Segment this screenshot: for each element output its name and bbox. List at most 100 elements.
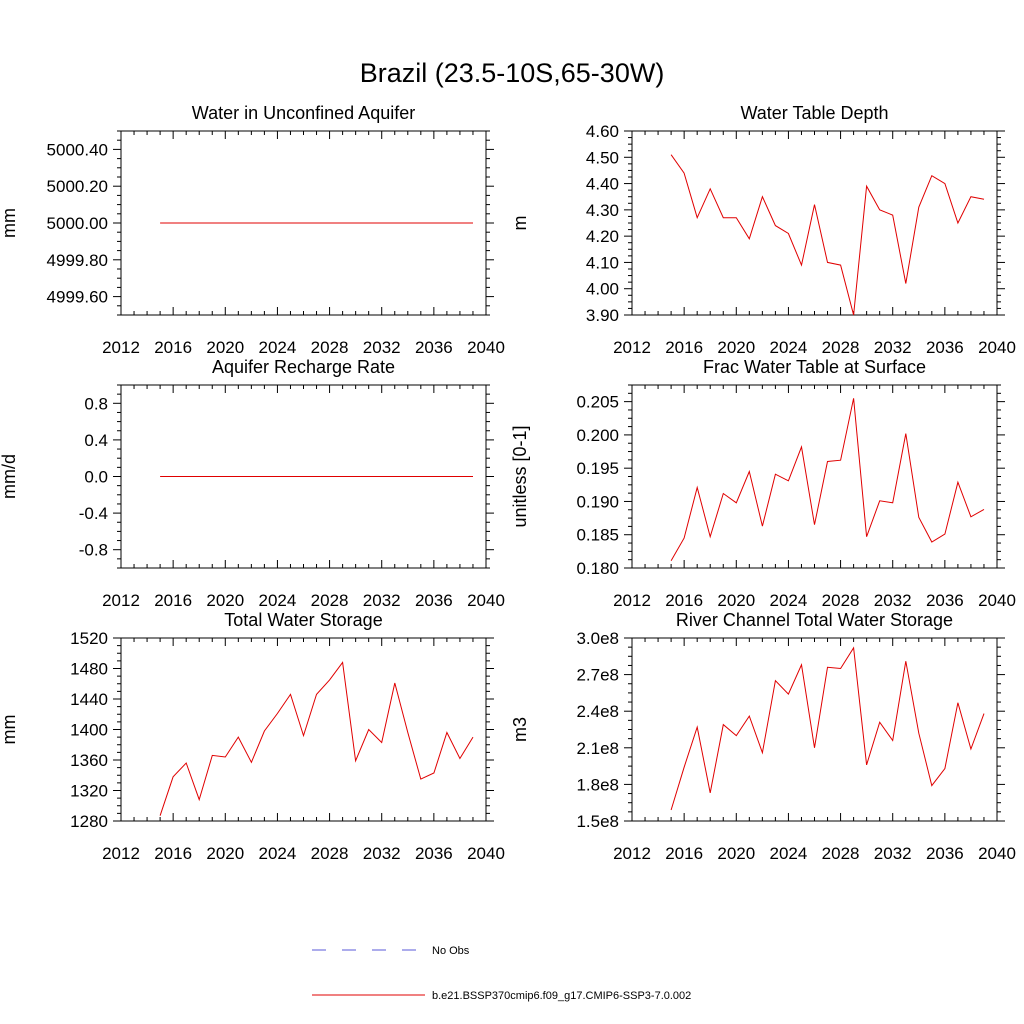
y-tick-label: 4.60 <box>586 122 619 141</box>
panel-water-in-unconfined-aquifer: Water in Unconfined Aquifer mm 2012 2016 202… <box>0 103 505 357</box>
y-tick-label: 1480 <box>70 660 108 679</box>
y-tick-label: 5000.20 <box>47 177 108 196</box>
y-tick-label: -0.4 <box>79 504 108 523</box>
x-tick-label: 2028 <box>311 844 349 863</box>
chart-title: Aquifer Recharge Rate <box>212 357 395 377</box>
legend-label-model: b.e21.BSSP370cmip6.f09_g17.CMIP6-SSP3-7.… <box>432 990 691 1002</box>
chart-panels: Water in Unconfined Aquifer mm 2012 2016 202… <box>0 103 1016 863</box>
y-tick-label: 2.4e8 <box>576 702 619 721</box>
y-tick-label: 0.200 <box>576 426 619 445</box>
plot-frame <box>120 637 487 822</box>
x-tick-label: 2020 <box>206 338 244 357</box>
y-tick-label: 4.00 <box>586 280 619 299</box>
x-tick-label: 2012 <box>613 591 651 610</box>
series-line <box>670 398 985 561</box>
x-tick-label: 2040 <box>978 844 1016 863</box>
x-tick-label: 2028 <box>311 591 349 610</box>
x-tick-label: 2020 <box>717 338 755 357</box>
x-tick-label: 2016 <box>154 591 192 610</box>
x-tick-label: 2040 <box>467 338 505 357</box>
x-tick-label: 2032 <box>874 591 912 610</box>
y-axis-label: mm <box>0 715 19 745</box>
y-tick-label: 5000.00 <box>47 214 108 233</box>
x-tick-label: 2028 <box>822 844 860 863</box>
x-tick-label: 2020 <box>206 591 244 610</box>
x-tick-label: 2012 <box>613 338 651 357</box>
y-tick-label: 4.40 <box>586 175 619 194</box>
y-axis-label: unitless [0-1] <box>510 425 530 527</box>
x-tick-label: 2032 <box>874 844 912 863</box>
series-line <box>670 154 985 316</box>
panel-frac-water-table-at-surface: Frac Water Table at Surface unitless [0-1… <box>510 357 1016 610</box>
x-tick-label: 2024 <box>259 591 297 610</box>
x-tick-label: 2028 <box>311 338 349 357</box>
x-tick-label: 2040 <box>467 844 505 863</box>
y-tick-label: 0.190 <box>576 492 619 511</box>
x-tick-label: 2024 <box>770 591 808 610</box>
y-tick-label: -0.8 <box>79 541 108 560</box>
x-tick-label: 2032 <box>363 591 401 610</box>
x-tick-label: 2016 <box>665 591 703 610</box>
series-line <box>670 646 985 811</box>
plot-frame <box>631 130 998 316</box>
y-tick-label: 0.0 <box>84 468 108 487</box>
y-tick-label: 0.180 <box>576 559 619 578</box>
plot-frame <box>631 637 998 822</box>
y-tick-label: 1.8e8 <box>576 775 619 794</box>
plot-frame <box>631 384 998 569</box>
x-tick-label: 2020 <box>717 591 755 610</box>
panel-aquifer-recharge-rate: Aquifer Recharge Rate mm/d 2012 2016 2020 202… <box>0 357 505 610</box>
x-tick-label: 2032 <box>874 338 912 357</box>
y-tick-label: 1400 <box>70 721 108 740</box>
y-tick-label: 3.90 <box>586 306 619 325</box>
y-tick-label: 4999.80 <box>47 251 108 270</box>
panel-total-water-storage: Total Water Storage mm 2012 2016 2020 2024 202… <box>0 610 505 863</box>
y-tick-label: 3.0e8 <box>576 629 619 648</box>
y-tick-label: 4999.60 <box>47 288 108 307</box>
x-tick-label: 2012 <box>613 844 651 863</box>
x-tick-label: 2036 <box>415 844 453 863</box>
y-tick-label: 4.50 <box>586 148 619 167</box>
x-tick-label: 2012 <box>102 338 140 357</box>
y-tick-label: 2.1e8 <box>576 739 619 758</box>
y-tick-label: 0.4 <box>84 431 108 450</box>
x-tick-label: 2028 <box>822 591 860 610</box>
y-tick-label: 1.5e8 <box>576 812 619 831</box>
y-tick-label: 5000.40 <box>47 140 108 159</box>
x-tick-label: 2016 <box>665 844 703 863</box>
x-tick-label: 2028 <box>822 338 860 357</box>
y-tick-label: 4.30 <box>586 201 619 220</box>
chart-title: Water Table Depth <box>740 103 888 123</box>
x-tick-label: 2020 <box>206 844 244 863</box>
x-tick-label: 2024 <box>770 844 808 863</box>
x-tick-label: 2036 <box>926 338 964 357</box>
legend: No Obs b.e21.BSSP370cmip6.f09_g17.CMIP6-… <box>312 945 691 1002</box>
x-tick-label: 2036 <box>415 591 453 610</box>
x-tick-label: 2040 <box>978 591 1016 610</box>
x-tick-label: 2024 <box>770 338 808 357</box>
chart-title: Total Water Storage <box>224 610 382 630</box>
y-tick-label: 0.8 <box>84 394 108 413</box>
x-tick-label: 2012 <box>102 591 140 610</box>
series-line <box>159 661 474 816</box>
chart-title: Water in Unconfined Aquifer <box>192 103 415 123</box>
x-tick-label: 2040 <box>467 591 505 610</box>
panel-river-channel-total-water-storage: River Channel Total Water Storage m3 2012 2… <box>510 610 1016 863</box>
x-tick-label: 2016 <box>154 338 192 357</box>
legend-label-no-obs: No Obs <box>432 945 470 957</box>
y-tick-label: 1360 <box>70 751 108 770</box>
x-tick-label: 2036 <box>415 338 453 357</box>
y-axis-label: m <box>510 216 530 231</box>
x-tick-label: 2020 <box>717 844 755 863</box>
y-axis-label: mm/d <box>0 454 19 499</box>
x-tick-label: 2024 <box>259 338 297 357</box>
y-tick-label: 0.205 <box>576 393 619 412</box>
x-tick-label: 2024 <box>259 844 297 863</box>
y-tick-label: 2.7e8 <box>576 666 619 685</box>
y-axis-label: m3 <box>510 717 530 742</box>
y-tick-label: 0.195 <box>576 459 619 478</box>
y-tick-label: 1320 <box>70 782 108 801</box>
y-tick-label: 4.20 <box>586 227 619 246</box>
chart-title: Frac Water Table at Surface <box>703 357 926 377</box>
